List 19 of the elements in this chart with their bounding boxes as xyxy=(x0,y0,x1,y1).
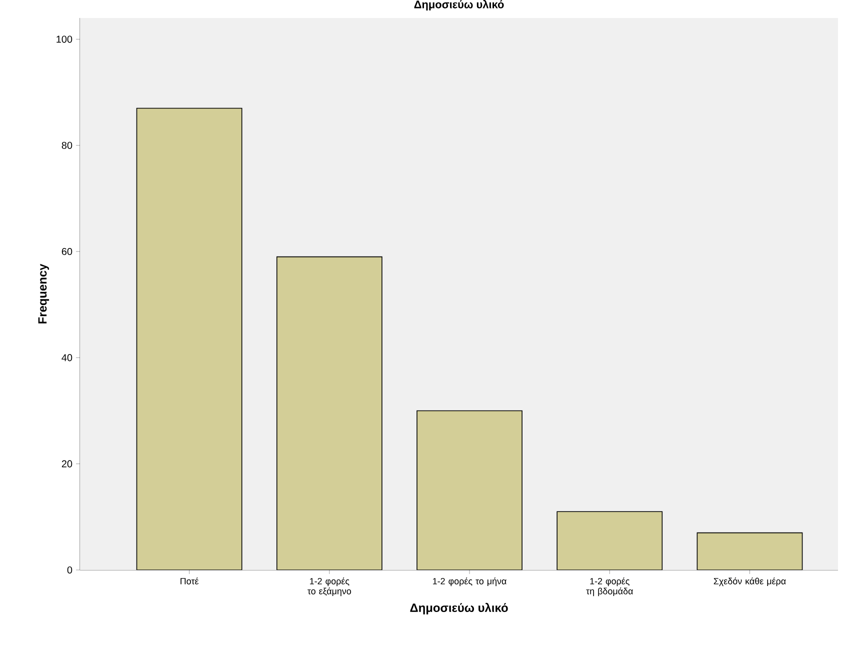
y-tick-label: 80 xyxy=(62,142,72,149)
y-tick-label: 40 xyxy=(62,354,72,362)
y-axis-title: Frequency xyxy=(38,264,50,324)
bar xyxy=(276,256,382,570)
x-axis-title: Δημοσιεύω υλικό xyxy=(410,602,508,614)
x-tick-label: 1-2 φορές τη βδομάδα xyxy=(586,578,633,596)
bar xyxy=(696,532,803,570)
x-tick-label: 1-2 φορές το εξάμηνο xyxy=(308,578,352,596)
x-tick-label: 1-2 φορές το μήνα xyxy=(433,578,506,586)
y-tick-label: 100 xyxy=(56,36,72,43)
bar xyxy=(416,410,522,570)
y-tick-label: 0 xyxy=(67,566,72,574)
x-tick-label: Ποτέ xyxy=(180,578,199,584)
chart-title: Δημοσιεύω υλικό xyxy=(414,0,504,10)
bar xyxy=(136,108,242,570)
y-tick-label: 20 xyxy=(62,460,72,468)
x-tick-label: Σχεδόν κάθε μέρα xyxy=(714,578,786,586)
y-tick-label: 60 xyxy=(62,248,72,256)
bar xyxy=(556,511,663,570)
